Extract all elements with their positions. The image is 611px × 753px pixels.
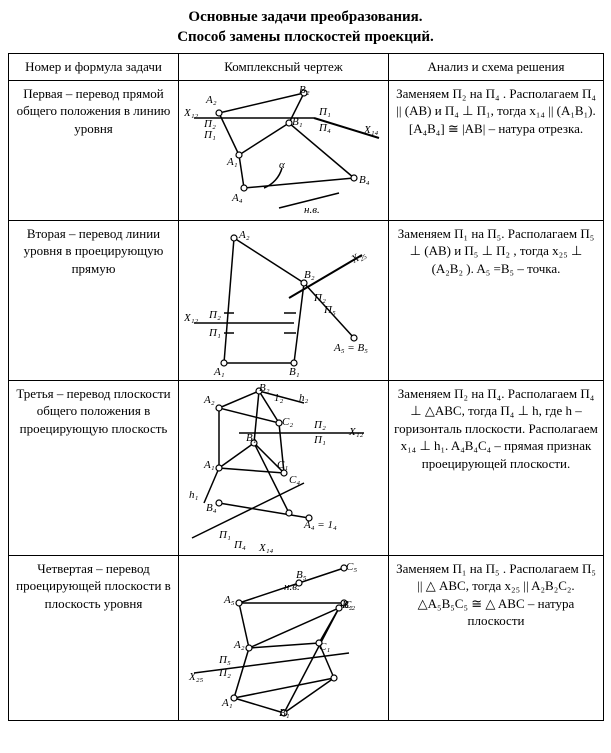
svg-text:П₂: П₂	[218, 667, 231, 679]
svg-text:B₁: B₁	[279, 707, 290, 718]
svg-text:B₂: B₂	[259, 383, 270, 394]
svg-text:X₁₂: X₁₂	[184, 312, 199, 324]
svg-text:C₂: C₂	[344, 599, 355, 611]
svg-text:B₁: B₁	[289, 366, 300, 378]
table-row: Четвертая – перевод проецирующей плоскос…	[9, 555, 604, 720]
header-col3: Анализ и схема решения	[389, 54, 604, 81]
svg-text:X₁₂: X₁₂	[184, 107, 199, 119]
svg-text:A₂: A₂	[205, 94, 217, 106]
svg-text:X₂₅: X₂₅	[188, 671, 204, 683]
diagram-4: A₅B₅C₅ н.в. A₂B₂C₂ C₁ П₅П₂ X₂₅ A₁B₁.	[184, 558, 384, 718]
svg-text:α: α	[279, 159, 285, 171]
svg-text:П₁: П₁	[208, 327, 221, 339]
svg-text:C₅: C₅	[346, 561, 357, 573]
table-row: Первая – перевод прямой общего положения…	[9, 80, 604, 220]
svg-text:C₁: C₁	[277, 459, 288, 471]
svg-text:h₂: h₂	[299, 392, 309, 404]
svg-text:П₁: П₁	[318, 106, 331, 118]
title-line1: Основные задачи преобразования.	[188, 9, 422, 25]
task-cell: Четвертая – перевод проецирующей плоскос…	[9, 555, 179, 720]
svg-text:н.в.: н.в.	[284, 581, 300, 593]
header-row: Номер и формула задачи Комплексный черте…	[9, 54, 604, 81]
svg-text:A₁: A₁	[226, 156, 238, 168]
header-col2: Комплексный чертеж	[179, 54, 389, 81]
svg-text:X₁₂: X₁₂	[348, 426, 364, 438]
analysis-cell: Заменяем П₂ на П₄ . Располагаем П₄ || (A…	[389, 80, 604, 220]
header-col1: Номер и формула задачи	[9, 54, 179, 81]
table-row: Вторая – перевод линии уровня в проециру…	[9, 220, 604, 380]
svg-text:A₅ = B₅: A₅ = B₅	[333, 342, 368, 354]
svg-text:П₂: П₂	[208, 309, 221, 321]
svg-text:П₁: П₁	[218, 529, 231, 541]
svg-text:A₁: A₁	[221, 697, 233, 709]
svg-text:A₅: A₅	[223, 594, 235, 606]
svg-text:B₁: B₁	[292, 116, 303, 128]
svg-text:C₄: C₄	[289, 474, 300, 486]
svg-text:C₁: C₁	[319, 641, 330, 653]
analysis-cell: Заменяем П₁ на П₅ . Располагаем П₅ || △ …	[389, 555, 604, 720]
svg-text:П₄: П₄	[318, 122, 331, 134]
svg-text:П₁: П₁	[313, 434, 326, 446]
svg-text:X₁₄: X₁₄	[363, 124, 379, 136]
diagram-cell: A₅B₅C₅ н.в. A₂B₂C₂ C₁ П₅П₂ X₂₅ A₁B₁.	[179, 555, 389, 720]
svg-text:П₄: П₄	[233, 539, 246, 551]
svg-text:B₁: B₁	[246, 432, 257, 444]
svg-text:П₅: П₅	[218, 654, 231, 666]
svg-text:X₂₅: X₂₅	[348, 247, 367, 265]
svg-text:A₁: A₁	[213, 366, 225, 378]
svg-text:П₅: П₅	[323, 304, 336, 316]
task-cell: Вторая – перевод линии уровня в проециру…	[9, 220, 179, 380]
task-cell: Третья – перевод плоскости общего положе…	[9, 380, 179, 555]
svg-text:B₄: B₄	[359, 174, 370, 186]
diagram-cell: A₂ B₂ C₂ 1₂ h₂ П₂ П₁ X₁₂ A₁ B₁ C₁ C₄ h₁ B₄ A₄ = …	[179, 380, 389, 555]
tasks-table: Номер и формула задачи Комплексный черте…	[8, 53, 604, 721]
svg-text:П₂: П₂	[313, 419, 326, 431]
diagram-3: A₂ B₂ C₂ 1₂ h₂ П₂ П₁ X₁₂ A₁ B₁ C₁ C₄ h₁ B₄ A₄ = …	[184, 383, 384, 553]
analysis-cell: Заменяем П₂ на П₄. Располагаем П₄ ⊥ △ABC…	[389, 380, 604, 555]
svg-text:X₁₄: X₁₄	[258, 542, 274, 553]
svg-text:C₂: C₂	[282, 416, 293, 428]
svg-text:h₁: h₁	[189, 489, 199, 501]
title-line2: Способ замены плоскостей проекций.	[177, 29, 434, 45]
diagram-cell: A₂B₂ X₁₂П₂П₁ A₁B₁ П₂П₅ X₂₅ A₅ = B₅	[179, 220, 389, 380]
svg-text:B₂: B₂	[304, 269, 315, 281]
page-title: Основные задачи преобразования. Способ з…	[8, 8, 603, 47]
svg-text:A₄: A₄	[231, 192, 243, 204]
diagram-cell: A₂B₂ X₁₂П₂П₁ B₁A₁ П₁П₄ X₁₄ A₄B₄ α н.в.	[179, 80, 389, 220]
task-cell: Первая – перевод прямой общего положения…	[9, 80, 179, 220]
diagram-2: A₂B₂ X₁₂П₂П₁ A₁B₁ П₂П₅ X₂₅ A₅ = B₅	[184, 223, 384, 378]
svg-text:A₄ = 1₄: A₄ = 1₄	[303, 519, 337, 531]
svg-text:н.в.: н.в.	[304, 204, 320, 216]
diagram-1: A₂B₂ X₁₂П₂П₁ B₁A₁ П₁П₄ X₁₄ A₄B₄ α н.в.	[184, 83, 384, 218]
table-row: Третья – перевод плоскости общего положе…	[9, 380, 604, 555]
svg-text:B₂: B₂	[299, 84, 310, 96]
svg-text:П₂: П₂	[313, 292, 326, 304]
svg-text:A₂: A₂	[203, 394, 215, 406]
analysis-cell: Заменяем П₁ на П₅. Располагаем П₅ ⊥ (AB)…	[389, 220, 604, 380]
svg-text:A₂: A₂	[233, 639, 245, 651]
svg-text:B₄: B₄	[206, 502, 217, 514]
svg-text:B₅: B₅	[296, 569, 307, 581]
svg-text:A₂: A₂	[238, 229, 250, 241]
svg-text:П₁: П₁	[203, 129, 216, 141]
svg-text:A₁: A₁	[203, 459, 215, 471]
svg-text:1₂: 1₂	[274, 392, 284, 404]
